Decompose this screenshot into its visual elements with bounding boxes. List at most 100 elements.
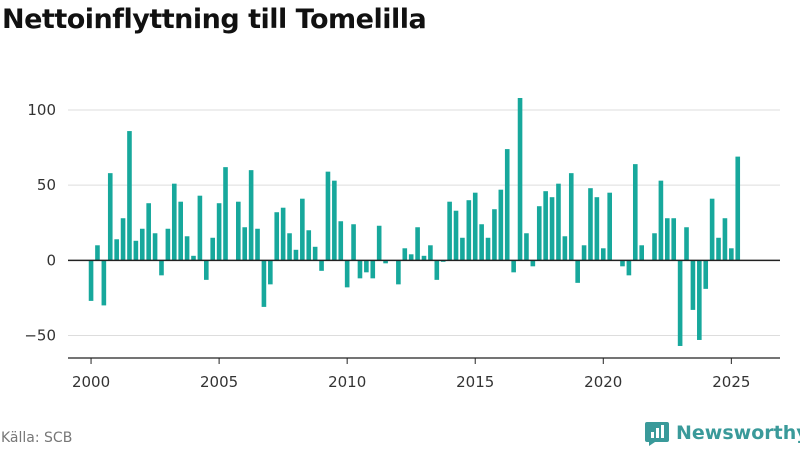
bar [671,218,677,261]
bar [88,260,94,301]
bar [517,98,523,261]
bar [428,245,433,261]
bar [293,249,299,261]
bar [210,237,216,261]
bar [287,233,292,261]
bar [408,254,414,261]
bar-chart: −50 0 50 100 2000 2005 2010 2015 2020 2025 [24,98,780,391]
bar [709,198,715,261]
bar [504,149,510,261]
bar [434,260,440,280]
bar [127,131,132,261]
bar [562,236,568,261]
bar [415,227,420,261]
bar [697,260,702,340]
bar [204,260,209,280]
bar [364,260,369,273]
bar [658,180,664,261]
bar [530,260,536,267]
bar [536,206,542,261]
bar [178,201,183,261]
bar [344,260,350,288]
bar [171,183,177,261]
bar [280,207,286,261]
bar [242,227,248,261]
bar [607,192,612,261]
source-note: Källa: SCB [1,430,73,446]
bar [95,245,100,261]
bar [376,225,382,261]
bar [729,248,734,261]
bar [620,260,625,267]
bar [268,260,273,285]
bar [383,260,388,264]
y-tick-label: 0 [46,251,56,269]
bar [549,197,555,261]
x-tick-label: 2005 [200,373,238,391]
x-tick-labels: 2000 2005 2010 2015 2020 2025 [72,358,750,391]
y-tick-label: 100 [27,101,56,119]
bar [568,173,574,261]
y-tick-labels: −50 0 50 100 [24,101,56,344]
y-tick-label: −50 [24,326,56,344]
bar [479,224,484,261]
bar [447,201,452,261]
bar [184,236,190,261]
bar [357,260,363,279]
bar [588,188,593,261]
bar [319,260,324,271]
bar [248,170,254,261]
x-tick-label: 2025 [712,373,750,391]
bar [594,197,600,261]
bars [88,98,741,346]
bar [402,248,408,261]
bar [600,248,606,261]
brand-name: Newsworthy [676,422,800,444]
bar [306,230,312,261]
newsworthy-logo-icon [645,422,669,446]
bar [107,173,113,261]
bar [396,260,401,285]
bar [575,260,580,283]
bar [556,183,561,261]
bar [632,164,638,261]
bar [139,228,145,261]
bar [466,200,472,261]
bar [472,192,478,261]
bar [338,221,344,261]
bar [114,239,119,261]
bar [460,237,465,261]
bar [133,240,139,261]
bar [677,260,683,346]
bar [146,203,151,261]
y-tick-label: 50 [37,176,56,194]
bar [581,245,587,261]
bar [665,218,670,261]
bar [274,212,280,261]
bar [639,245,644,261]
bar [255,228,260,261]
bar [165,228,171,261]
bar [626,260,632,276]
bar [332,180,337,261]
bar [690,260,696,310]
bar [325,171,331,261]
bar [261,260,267,307]
bar [716,237,721,261]
bar [652,233,657,261]
bar [312,246,318,261]
bar [101,260,107,306]
bar [159,260,164,276]
bar [511,260,516,273]
bar [485,237,491,261]
x-tick-label: 2010 [328,373,366,391]
bar [524,233,529,261]
chart-title: Nettoinflyttning till Tomelilla [2,4,427,35]
bar [498,189,504,261]
bar [197,195,203,261]
bar [703,260,709,289]
bar [216,203,222,261]
bar [543,191,548,261]
bar [492,209,497,261]
bar [421,255,427,261]
